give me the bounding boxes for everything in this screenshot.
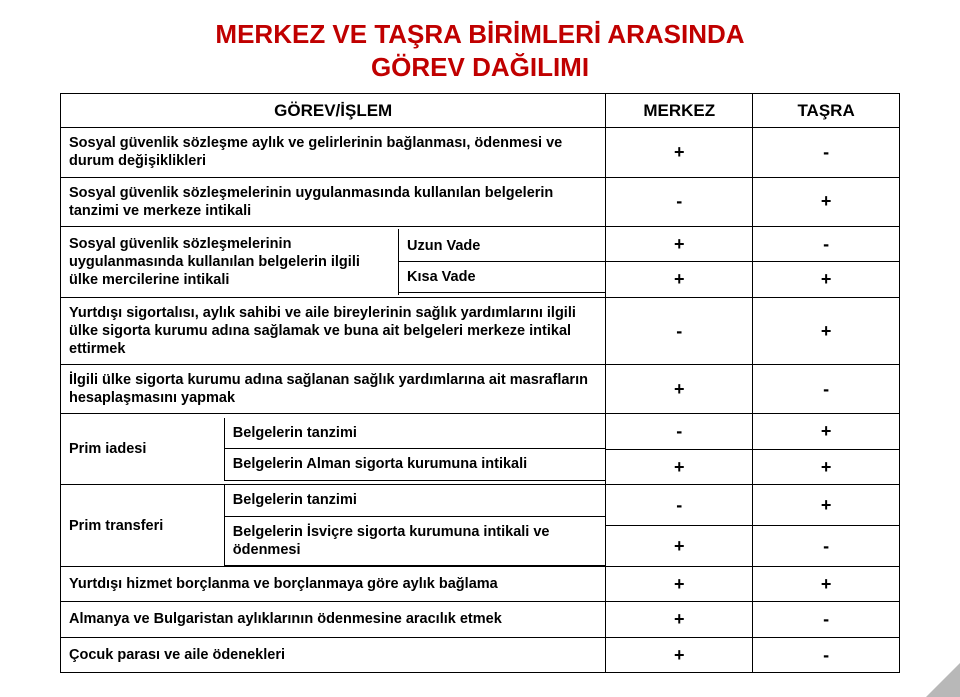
cell-text: Almanya ve Bulgaristan aylıklarının öden… — [61, 602, 606, 638]
cell-text: Yurtdışı hizmet borçlanma ve borçlanmaya… — [61, 566, 606, 602]
table-row: Sosyal güvenlik sözleşmelerinin uygulanm… — [61, 226, 900, 262]
cell-merkez: + — [606, 449, 753, 485]
cell-text: Sosyal güvenlik sözleşmelerinin uygulanm… — [61, 229, 399, 295]
cell-merkez: + — [606, 637, 753, 673]
table-row: Almanya ve Bulgaristan aylıklarının öden… — [61, 602, 900, 638]
sub-b: Belgelerin İsviçre sigorta kurumuna inti… — [225, 516, 606, 565]
table-row: İlgili ülke sigorta kurumu adına sağlana… — [61, 365, 900, 414]
cell-tasra: + — [753, 485, 900, 526]
page-title: MERKEZ VE TAŞRA BİRİMLERİ ARASINDA GÖREV… — [60, 18, 900, 83]
cell-merkez: + — [606, 128, 753, 177]
cell-tasra: + — [753, 449, 900, 485]
sub-a: Belgelerin tanzimi — [225, 418, 606, 449]
table-row: Yurtdışı hizmet borçlanma ve borçlanmaya… — [61, 566, 900, 602]
cell-merkez: + — [606, 602, 753, 638]
cell-tasra: - — [753, 365, 900, 414]
cell-merkez: - — [606, 485, 753, 526]
cell-tasra: + — [753, 414, 900, 450]
cell-text: Sosyal güvenlik sözleşmelerinin uygulanm… — [61, 177, 606, 226]
cell-text: Yurtdışı sigortalısı, aylık sahibi ve ai… — [61, 297, 606, 364]
cell-tasra: + — [753, 297, 900, 364]
header-merkez: MERKEZ — [606, 94, 753, 128]
header-row: GÖREV/İŞLEM MERKEZ TAŞRA — [61, 94, 900, 128]
header-gorev: GÖREV/İŞLEM — [61, 94, 606, 128]
table-row: Prim iadesi Belgelerin tanzimi Belgeleri… — [61, 414, 900, 450]
cell-tasra: - — [753, 637, 900, 673]
sub-a: Belgelerin tanzimi — [225, 485, 606, 516]
table-row: Sosyal güvenlik sözleşmelerinin uygulanm… — [61, 177, 900, 226]
cell-text: Çocuk parası ve aile ödenekleri — [61, 637, 606, 673]
cell-merkez: + — [606, 566, 753, 602]
cell-merkez: + — [606, 526, 753, 567]
header-tasra: TAŞRA — [753, 94, 900, 128]
cell-tasra: - — [753, 128, 900, 177]
cell-tasra: + — [753, 262, 900, 298]
cell-tasra: - — [753, 226, 900, 262]
title-line1: MERKEZ VE TAŞRA BİRİMLERİ ARASINDA — [215, 19, 744, 49]
cell-left: Prim transferi — [61, 485, 224, 565]
cell-left: Prim iadesi — [61, 418, 224, 480]
page-curl-icon — [926, 663, 960, 697]
cell-merkez: - — [606, 177, 753, 226]
cell-tasra: - — [753, 526, 900, 567]
kisa-vade-label: Kısa Vade — [399, 261, 605, 292]
cell-text: Sosyal güvenlik sözleşme aylık ve gelirl… — [61, 128, 606, 177]
table-row: Çocuk parası ve aile ödenekleri + - — [61, 637, 900, 673]
cell-text: İlgili ülke sigorta kurumu adına sağlana… — [61, 365, 606, 414]
cell-tasra: + — [753, 177, 900, 226]
sub-b: Belgelerin Alman sigorta kurumuna intika… — [225, 449, 606, 480]
cell-merkez: - — [606, 297, 753, 364]
cell-merkez: - — [606, 414, 753, 450]
cell-tasra: - — [753, 602, 900, 638]
cell-merkez: + — [606, 262, 753, 298]
table-row: Prim transferi Belgelerin tanzimi Belgel… — [61, 485, 900, 526]
cell-tasra: + — [753, 566, 900, 602]
duties-table: GÖREV/İŞLEM MERKEZ TAŞRA Sosyal güvenlik… — [60, 93, 900, 673]
title-line2: GÖREV DAĞILIMI — [371, 52, 589, 82]
uzun-vade-label: Uzun Vade — [399, 231, 605, 262]
cell-merkez: + — [606, 226, 753, 262]
cell-merkez: + — [606, 365, 753, 414]
table-row: Sosyal güvenlik sözleşme aylık ve gelirl… — [61, 128, 900, 177]
table-row: Yurtdışı sigortalısı, aylık sahibi ve ai… — [61, 297, 900, 364]
